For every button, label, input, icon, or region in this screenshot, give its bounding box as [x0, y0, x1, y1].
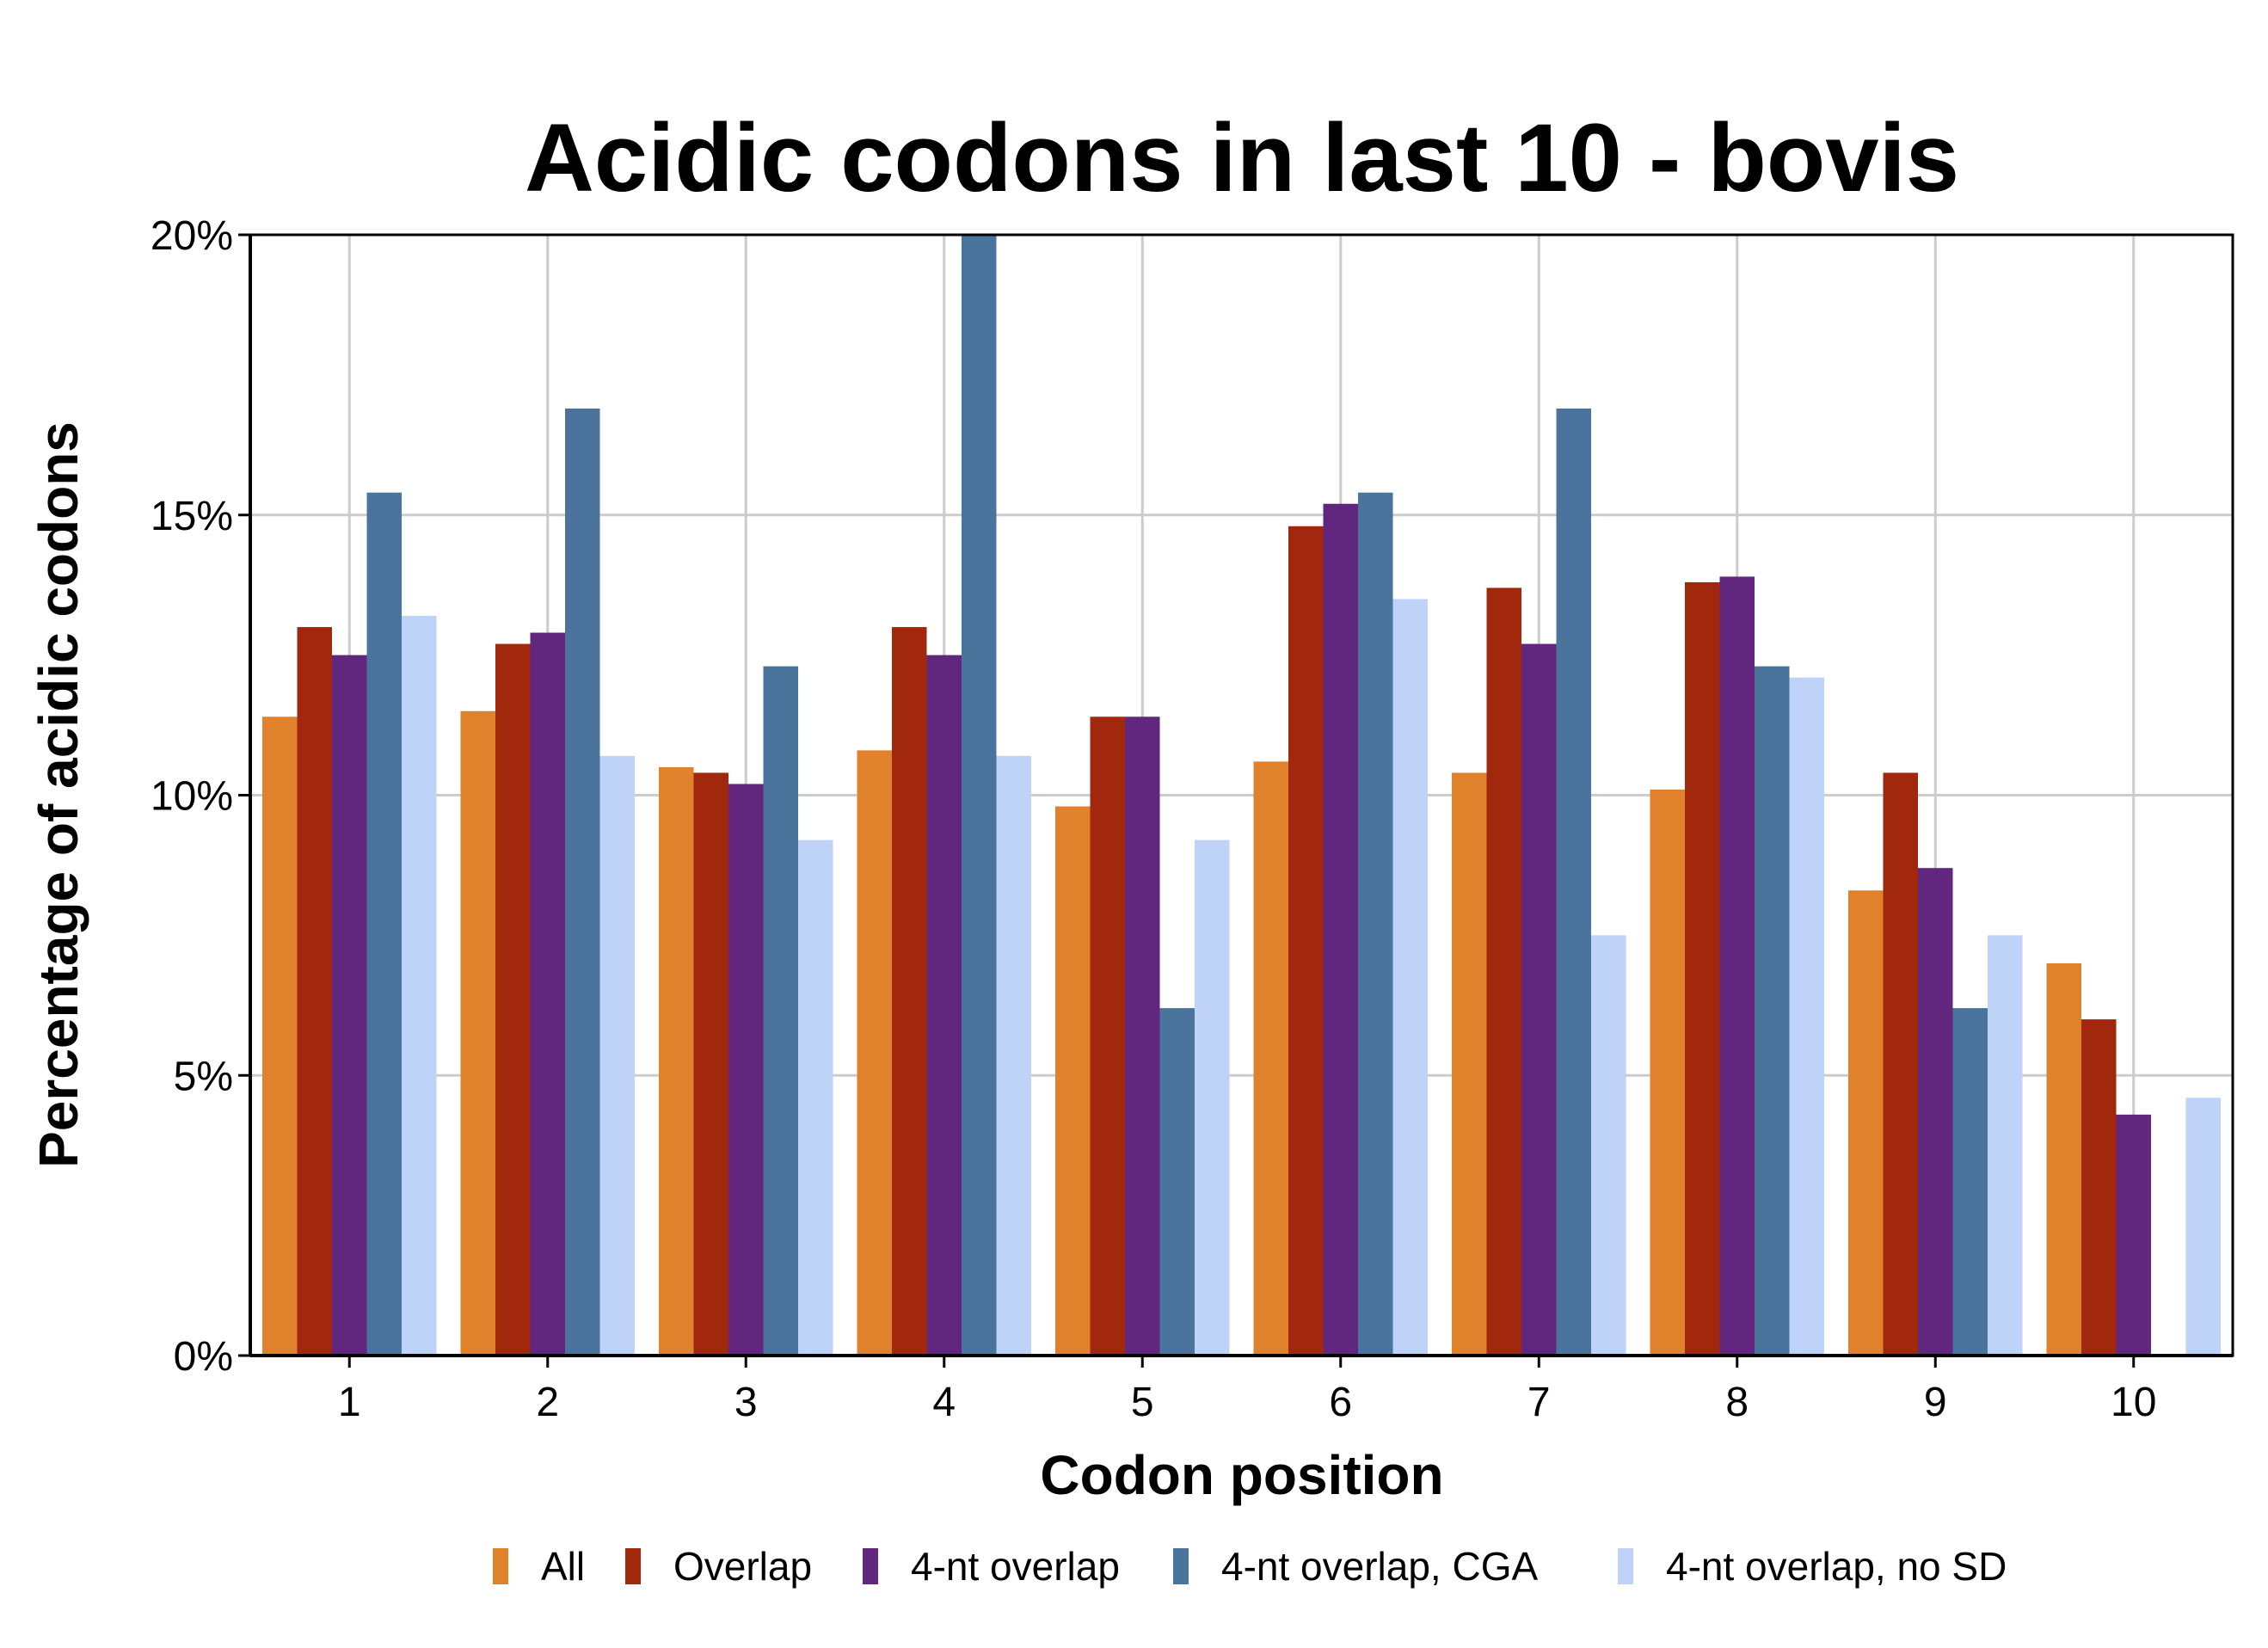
- bar-all-1: [262, 716, 298, 1356]
- x-tick-label-4: 5: [1131, 1380, 1154, 1425]
- bar-overlap-2: [495, 643, 531, 1356]
- x-tick-label-2: 3: [734, 1380, 758, 1425]
- y-tick-label-4: 20%: [151, 213, 233, 259]
- bar-all-8: [1650, 789, 1685, 1356]
- bar-overlap-6: [1288, 526, 1324, 1356]
- bar-all-7: [1452, 772, 1487, 1356]
- bar-all-5: [1055, 806, 1091, 1356]
- bar-4-nt-overlap-6: [1323, 503, 1358, 1356]
- bar-4-nt-overlap-cga-9: [1952, 1008, 1988, 1356]
- bar-overlap-7: [1486, 587, 1521, 1356]
- bars: [262, 235, 2221, 1356]
- bar-4-nt-overlap-no-sd-4: [996, 755, 1031, 1356]
- bar-all-2: [460, 710, 495, 1356]
- bar-4-nt-overlap-9: [1918, 868, 1953, 1356]
- x-axis-ticks: 1 2 3 4 5 6 7 8 9 10: [338, 1356, 2156, 1425]
- legend-swatch-4-nt-overlap-cga: [1173, 1548, 1189, 1584]
- x-tick-label-7: 8: [1725, 1380, 1749, 1425]
- bar-4-nt-overlap-no-sd-7: [1591, 935, 1626, 1356]
- bar-overlap-4: [892, 627, 927, 1356]
- y-axis-ticks: 0% 5% 10% 15% 20%: [151, 213, 250, 1380]
- legend-label-4-nt-overlap-no-sd: 4-nt overlap, no SD: [1666, 1544, 2007, 1589]
- bar-all-4: [857, 750, 892, 1356]
- bar-4-nt-overlap-2: [530, 632, 565, 1356]
- legend: All Overlap 4-nt overlap 4-nt overlap, CGA 4…: [493, 1544, 2007, 1589]
- bar-4-nt-overlap-cga-4: [962, 235, 997, 1356]
- legend-label-4-nt-overlap-cga: 4-nt overlap, CGA: [1221, 1544, 1538, 1589]
- bar-4-nt-overlap-no-sd-9: [1988, 935, 2023, 1356]
- x-tick-label-0: 1: [338, 1380, 361, 1425]
- x-tick-label-9: 10: [2111, 1380, 2156, 1425]
- legend-swatch-overlap: [625, 1548, 641, 1584]
- bar-4-nt-overlap-cga-2: [565, 408, 600, 1356]
- bar-4-nt-overlap-cga-8: [1755, 666, 1790, 1356]
- bar-4-nt-overlap-4: [926, 655, 962, 1356]
- bar-all-3: [659, 766, 694, 1356]
- y-axis-title: Percentage of acidic codons: [28, 421, 89, 1168]
- x-tick-label-6: 7: [1527, 1380, 1551, 1425]
- y-tick-label-2: 10%: [151, 774, 233, 820]
- y-tick-label-0: 0%: [174, 1334, 233, 1380]
- bar-overlap-1: [297, 627, 332, 1356]
- x-tick-label-8: 9: [1924, 1380, 1947, 1425]
- bar-4-nt-overlap-no-sd-5: [1195, 839, 1230, 1356]
- legend-label-4-nt-overlap: 4-nt overlap: [911, 1544, 1120, 1589]
- bar-all-6: [1253, 761, 1288, 1356]
- chart-title: Acidic codons in last 10 - bovis: [525, 104, 1959, 212]
- bar-4-nt-overlap-no-sd-10: [2185, 1098, 2221, 1356]
- bar-overlap-9: [1883, 772, 1918, 1356]
- bar-4-nt-overlap-3: [728, 784, 764, 1356]
- bar-4-nt-overlap-cga-3: [763, 666, 798, 1356]
- x-tick-label-5: 6: [1329, 1380, 1352, 1425]
- bar-overlap-8: [1685, 581, 1720, 1356]
- bar-overlap-3: [693, 772, 728, 1356]
- bar-4-nt-overlap-cga-6: [1358, 492, 1393, 1356]
- bar-4-nt-overlap-cga-5: [1159, 1008, 1195, 1356]
- bar-4-nt-overlap-no-sd-2: [599, 755, 635, 1356]
- x-axis-title: Codon position: [1040, 1444, 1443, 1506]
- x-tick-label-3: 4: [932, 1380, 956, 1425]
- y-tick-label-1: 5%: [174, 1054, 233, 1099]
- bar-4-nt-overlap-10: [2116, 1114, 2151, 1356]
- bar-4-nt-overlap-cga-7: [1556, 408, 1591, 1356]
- bar-overlap-5: [1090, 716, 1125, 1356]
- y-tick-label-3: 15%: [151, 494, 233, 539]
- x-tick-label-1: 2: [536, 1380, 559, 1425]
- bar-4-nt-overlap-no-sd-8: [1789, 677, 1824, 1356]
- legend-label-all: All: [541, 1544, 585, 1589]
- legend-swatch-4-nt-overlap: [863, 1548, 878, 1584]
- bar-all-9: [1848, 890, 1884, 1356]
- bar-all-10: [2046, 962, 2081, 1356]
- bar-overlap-10: [2081, 1019, 2117, 1356]
- bar-4-nt-overlap-no-sd-1: [402, 616, 437, 1356]
- legend-label-overlap: Overlap: [673, 1544, 812, 1589]
- bar-4-nt-overlap-1: [332, 655, 367, 1356]
- bar-4-nt-overlap-no-sd-3: [798, 839, 833, 1356]
- bar-4-nt-overlap-7: [1521, 643, 1557, 1356]
- bar-4-nt-overlap-no-sd-6: [1392, 599, 1428, 1356]
- bar-4-nt-overlap-5: [1125, 716, 1160, 1356]
- bar-4-nt-overlap-cga-1: [366, 492, 402, 1356]
- legend-swatch-4-nt-overlap-no-sd: [1618, 1548, 1633, 1584]
- legend-swatch-all: [493, 1548, 508, 1584]
- bar-4-nt-overlap-8: [1719, 576, 1755, 1356]
